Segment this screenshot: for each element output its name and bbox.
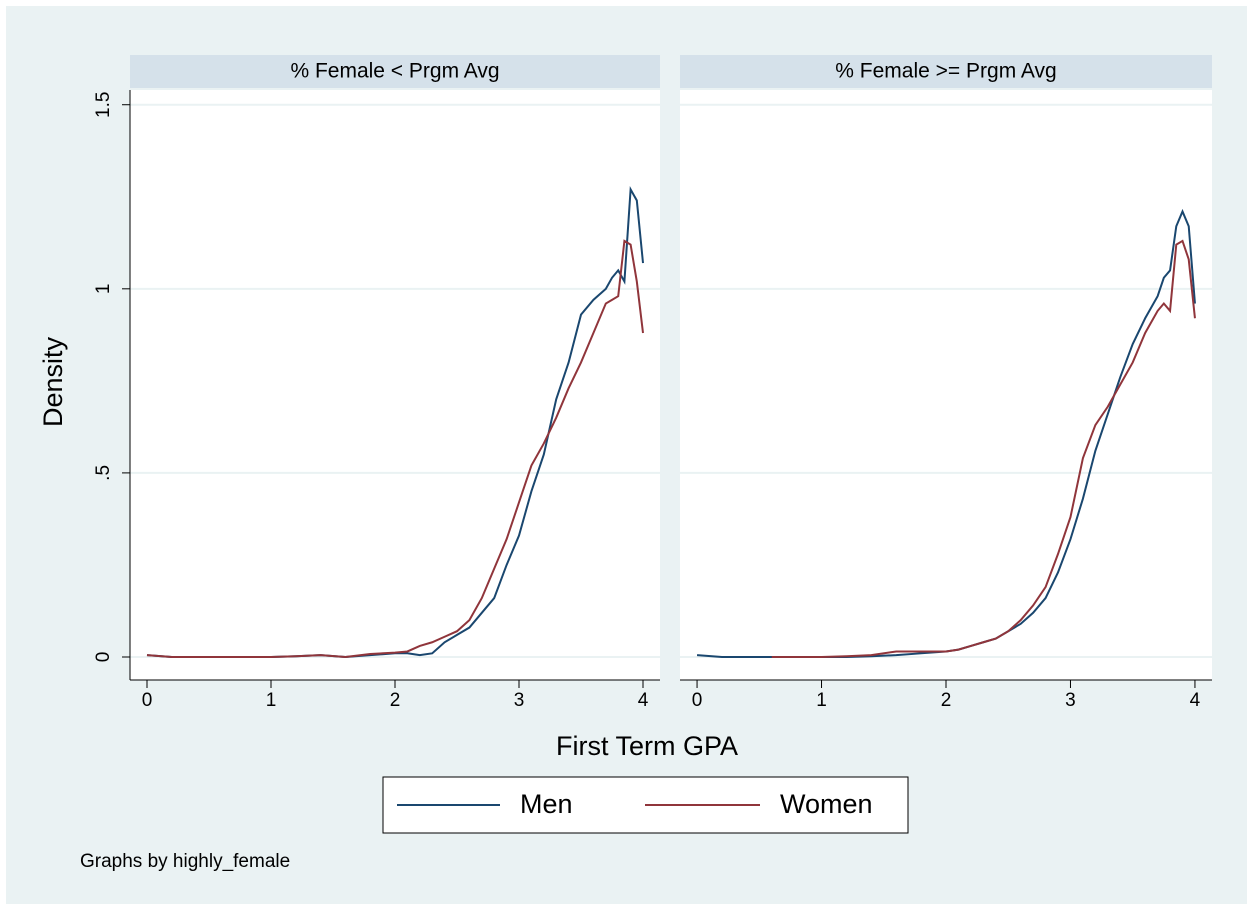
x-axis-label: First Term GPA <box>556 731 738 761</box>
legend-label: Women <box>780 789 873 819</box>
y-tick-label: 1 <box>93 284 114 295</box>
x-tick-label: 4 <box>638 690 649 711</box>
x-tick-label: 0 <box>142 690 153 711</box>
x-tick-label: 2 <box>390 690 401 711</box>
y-tick-label: .5 <box>93 465 114 481</box>
x-tick-label: 1 <box>816 690 827 711</box>
panel-title: % Female < Prgm Avg <box>290 60 499 83</box>
panel-header <box>680 55 1212 88</box>
x-tick-label: 4 <box>1190 690 1201 711</box>
x-tick-label: 0 <box>692 690 703 711</box>
x-tick-label: 3 <box>514 690 525 711</box>
x-tick-label: 1 <box>266 690 277 711</box>
x-tick-label: 3 <box>1065 690 1076 711</box>
line-series <box>146 239 645 658</box>
panel-title: % Female >= Prgm Avg <box>835 60 1056 83</box>
plot-area <box>680 90 1212 680</box>
line-series <box>771 239 1196 658</box>
y-axis-label: Density <box>38 336 68 427</box>
y-tick-label: 0 <box>93 652 114 663</box>
y-tick-label: 1.5 <box>93 92 114 118</box>
note: Graphs by highly_female <box>80 851 290 872</box>
plot-area <box>130 90 660 680</box>
legend-label: Men <box>520 789 573 819</box>
x-tick-label: 2 <box>941 690 952 711</box>
panel-header <box>130 55 660 88</box>
